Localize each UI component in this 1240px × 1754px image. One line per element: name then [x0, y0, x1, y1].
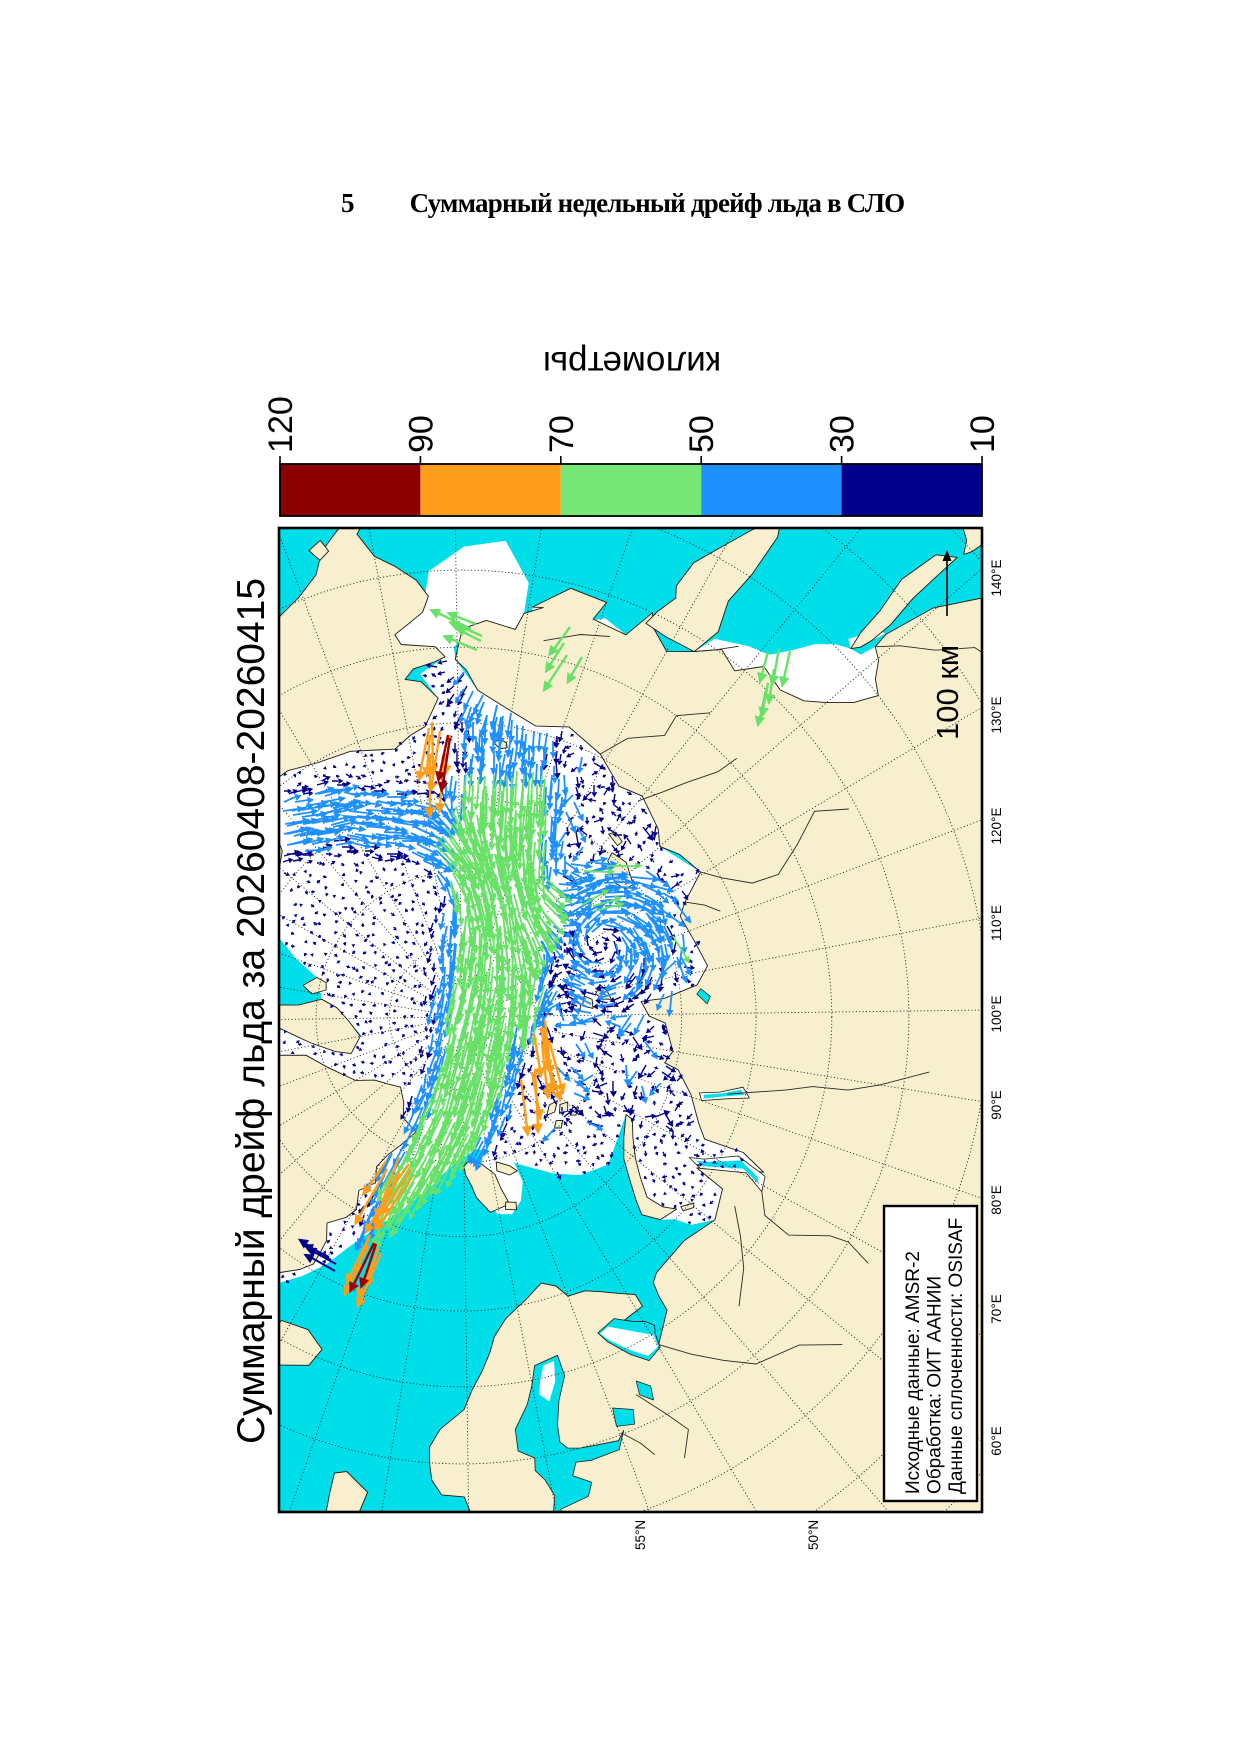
svg-text:50: 50 — [683, 415, 721, 453]
svg-text:Исходные данные: AMSR-2: Исходные данные: AMSR-2 — [903, 1251, 924, 1494]
svg-text:30: 30 — [824, 415, 862, 453]
svg-text:130°E: 130°E — [989, 697, 1004, 734]
svg-text:Суммарный недельный дрейф льда: Суммарный недельный дрейф льда в СЛО — [410, 188, 905, 218]
svg-text:10: 10 — [964, 415, 1002, 453]
svg-text:70: 70 — [543, 415, 581, 453]
svg-text:100 км: 100 км — [930, 645, 965, 740]
svg-text:50°N: 50°N — [806, 1520, 821, 1550]
svg-text:80°E: 80°E — [989, 1185, 1004, 1214]
svg-text:Суммарный дрейф льда за 202604: Суммарный дрейф льда за 20260408-2026041… — [230, 578, 273, 1444]
svg-text:5: 5 — [341, 188, 355, 218]
svg-text:140°E: 140°E — [989, 560, 1004, 597]
svg-text:Данные сплоченности: OSISAF: Данные сплоченности: OSISAF — [946, 1218, 967, 1494]
svg-text:90°E: 90°E — [989, 1090, 1004, 1119]
svg-text:километры: километры — [543, 344, 721, 383]
svg-text:120°E: 120°E — [989, 808, 1004, 845]
svg-text:70°E: 70°E — [989, 1294, 1004, 1323]
svg-text:60°E: 60°E — [989, 1426, 1004, 1455]
svg-text:120: 120 — [262, 396, 300, 453]
svg-text:110°E: 110°E — [989, 905, 1004, 941]
svg-text:Обработка: ОИТ ААНИИ: Обработка: ОИТ ААНИИ — [925, 1276, 946, 1494]
svg-text:55°N: 55°N — [633, 1520, 648, 1550]
svg-text:90: 90 — [402, 415, 440, 453]
svg-text:100°E: 100°E — [989, 996, 1004, 1033]
